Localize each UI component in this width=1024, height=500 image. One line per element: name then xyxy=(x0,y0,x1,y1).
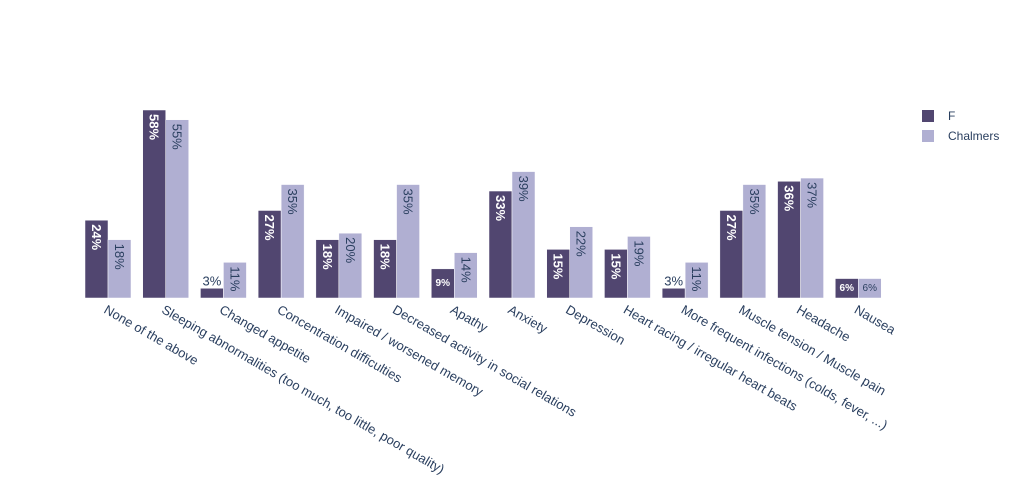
data-label-chalmers-10: 11% xyxy=(689,266,704,291)
legend-label-chalmers: Chalmers xyxy=(948,129,1000,143)
data-label-f-1: 58% xyxy=(147,114,162,140)
x-tick-label-13: Nausea xyxy=(852,302,899,338)
data-label-f-6: 9% xyxy=(436,278,451,289)
bar-chalmers-11[interactable] xyxy=(742,184,767,299)
x-tick-label-0: None of the above xyxy=(102,302,202,368)
data-label-f-0: 24% xyxy=(89,224,104,250)
bar-chalmers-4[interactable] xyxy=(338,232,363,299)
bar-chalmers-2[interactable] xyxy=(223,262,247,299)
bar-f-2[interactable] xyxy=(200,288,224,299)
bar-chalmers-6[interactable] xyxy=(454,252,478,299)
legend-label-f: F xyxy=(948,109,956,123)
data-label-chalmers-7: 39% xyxy=(516,176,531,202)
bar-chalmers-7[interactable] xyxy=(511,171,536,299)
data-label-f-7: 33% xyxy=(493,195,508,221)
data-label-f-5: 18% xyxy=(378,244,393,270)
legend-item-f[interactable]: F xyxy=(922,106,999,126)
legend-item-chalmers[interactable]: Chalmers xyxy=(922,126,999,146)
x-tick-label-7: Anxiety xyxy=(506,302,551,337)
bar-chalmers-8[interactable] xyxy=(569,226,593,299)
data-label-chalmers-11: 35% xyxy=(747,189,762,215)
legend: F Chalmers xyxy=(922,106,999,146)
data-label-f-8: 15% xyxy=(551,253,566,279)
data-label-f-13: 6% xyxy=(840,283,855,294)
data-label-f-3: 27% xyxy=(262,214,277,240)
bar-chalmers-0[interactable] xyxy=(107,239,132,299)
data-label-chalmers-0: 18% xyxy=(112,244,127,270)
data-label-chalmers-1: 55% xyxy=(170,124,185,150)
legend-swatch-f xyxy=(922,110,934,122)
data-label-chalmers-6: 14% xyxy=(458,257,473,283)
data-label-chalmers-8: 22% xyxy=(574,231,589,257)
data-label-chalmers-9: 19% xyxy=(631,240,646,266)
data-label-f-11: 27% xyxy=(724,214,739,240)
data-label-f-10: 3% xyxy=(664,273,683,288)
data-label-chalmers-13: 6% xyxy=(863,283,878,294)
bar-chalmers-5[interactable] xyxy=(396,184,420,299)
data-label-chalmers-5: 35% xyxy=(401,189,416,215)
bar-f-10[interactable] xyxy=(661,288,686,299)
bar-chalmers-9[interactable] xyxy=(627,236,651,299)
data-label-chalmers-3: 35% xyxy=(285,189,300,215)
data-label-chalmers-2: 11% xyxy=(227,266,242,291)
x-tick-label-8: Depression xyxy=(563,302,627,348)
bar-chalmers-10[interactable] xyxy=(684,262,709,299)
data-label-f-2: 3% xyxy=(203,273,222,288)
data-label-f-12: 36% xyxy=(782,185,797,211)
bar-chalmers-13[interactable] xyxy=(858,278,882,299)
data-label-chalmers-12: 37% xyxy=(805,182,820,208)
legend-swatch-chalmers xyxy=(922,130,934,142)
bars-layer: 24% 18% 58% 55% 3% 11% 27% 35% 18% 20% 18% 35% 9% 14%… xyxy=(84,109,882,299)
x-tick-label-6: Apathy xyxy=(448,302,491,335)
bar-chalmers-12[interactable] xyxy=(800,177,824,299)
bar-chalmers-3[interactable] xyxy=(280,184,305,299)
bar-chalmers-1[interactable] xyxy=(165,119,189,299)
data-label-chalmers-4: 20% xyxy=(343,237,358,263)
data-label-f-9: 15% xyxy=(608,253,623,279)
data-label-f-4: 18% xyxy=(320,244,335,270)
